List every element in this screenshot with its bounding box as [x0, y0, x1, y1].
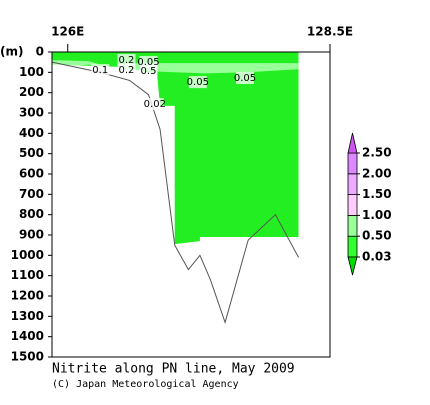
data-region — [52, 60, 100, 66]
colorbar-segment — [347, 152, 358, 175]
y-tick-label: 900 — [19, 228, 44, 242]
colorbar-label: 1.00 — [362, 208, 392, 222]
y-tick-label: 800 — [19, 207, 44, 221]
contour-label-bg — [91, 64, 110, 77]
colorbar-label: 0.50 — [362, 229, 392, 243]
y-tick-label: 600 — [19, 167, 44, 181]
chart-title: Nitrite along PN line, May 2009 — [52, 362, 295, 377]
contour-label: 0.05 — [234, 73, 256, 84]
contour-label: 0.05 — [187, 77, 209, 88]
y-tick-label: 1000 — [11, 248, 44, 262]
contour-label: 0.5 — [141, 66, 157, 77]
credit: (C) Japan Meteorological Agency — [52, 379, 239, 390]
y-tick-label: 1200 — [11, 289, 44, 303]
y-tick-label: 200 — [19, 85, 44, 99]
contour-label: 0.1 — [92, 65, 108, 76]
colorbar-top — [347, 132, 358, 154]
contour-label-bg — [145, 98, 164, 111]
colorbar-segment — [347, 235, 358, 258]
y-tick-label: 100 — [19, 65, 44, 79]
colorbar-label: 2.50 — [362, 146, 392, 160]
x-tick-label: 126E — [51, 25, 84, 39]
x-tick-label: 128.5E — [307, 25, 353, 39]
colorbar-segment — [347, 173, 358, 196]
contour-label-bg — [188, 76, 207, 89]
contour-label: 0.2 — [119, 55, 135, 66]
colorbar-label: 1.50 — [362, 187, 392, 201]
colorbar-segment — [347, 214, 358, 237]
contour-label-bg — [139, 64, 158, 77]
y-tick-label: 400 — [19, 126, 44, 140]
colorbar-segment — [347, 194, 358, 216]
y-tick-label: 700 — [19, 187, 44, 201]
y-tick-label: 0 — [36, 45, 44, 59]
y-tick-label: 1100 — [11, 268, 44, 282]
data-region — [120, 63, 299, 74]
colorbar-bottom — [347, 256, 358, 276]
contour-label: 0.05 — [137, 57, 159, 68]
y-tick-label: 300 — [19, 106, 44, 120]
y-axis-label: (m) — [0, 45, 23, 59]
colorbar-label: 0.03 — [362, 250, 392, 264]
y-tick-label: 1300 — [11, 309, 44, 323]
bottom-profile — [51, 61, 299, 325]
y-tick-label: 1400 — [11, 329, 44, 343]
y-tick-label: 1500 — [11, 350, 44, 364]
data-region — [52, 52, 299, 245]
plot-frame — [51, 51, 331, 358]
colorbar-label: 2.00 — [362, 166, 392, 180]
contour-label: 0.2 — [119, 65, 135, 76]
contour-label-bg — [236, 72, 255, 85]
contour-label-bg — [117, 64, 136, 77]
contour-label-bg — [117, 53, 136, 66]
y-tick-label: 500 — [19, 146, 44, 160]
contour-label: 0.02 — [144, 99, 166, 110]
